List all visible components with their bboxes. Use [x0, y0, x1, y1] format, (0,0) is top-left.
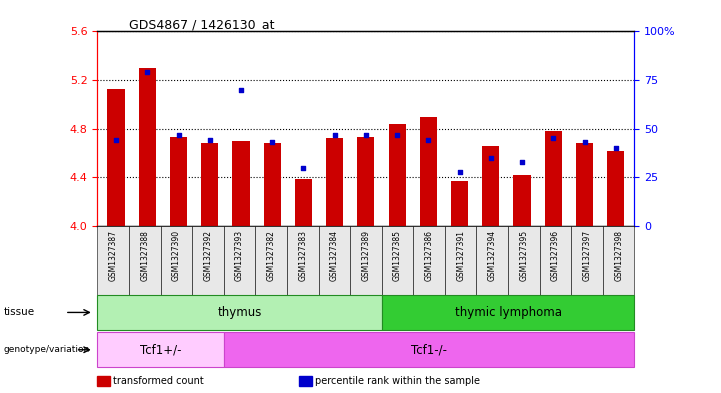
- Point: [547, 135, 559, 141]
- Text: GSM1327382: GSM1327382: [267, 230, 275, 281]
- Text: GSM1327397: GSM1327397: [583, 230, 592, 281]
- Text: GSM1327386: GSM1327386: [425, 230, 433, 281]
- Text: Tcf1-/-: Tcf1-/-: [411, 343, 447, 356]
- Bar: [389, 124, 406, 226]
- Bar: [451, 181, 468, 226]
- Point: [516, 159, 528, 165]
- Text: GSM1327393: GSM1327393: [235, 230, 244, 281]
- Point: [485, 155, 497, 161]
- Text: GSM1327390: GSM1327390: [172, 230, 181, 281]
- Point: [423, 137, 434, 143]
- Text: GSM1327387: GSM1327387: [109, 230, 118, 281]
- Point: [173, 131, 185, 138]
- Text: GSM1327394: GSM1327394: [488, 230, 497, 281]
- Bar: [482, 146, 500, 226]
- Bar: [264, 143, 280, 226]
- Text: GSM1327392: GSM1327392: [203, 230, 213, 281]
- Text: percentile rank within the sample: percentile rank within the sample: [315, 376, 480, 386]
- Point: [204, 137, 216, 143]
- Bar: [295, 178, 312, 226]
- Bar: [576, 143, 593, 226]
- Text: genotype/variation: genotype/variation: [4, 345, 90, 354]
- Point: [579, 139, 590, 145]
- Bar: [201, 143, 218, 226]
- Bar: [358, 137, 374, 226]
- Bar: [138, 68, 156, 226]
- Text: thymic lymphoma: thymic lymphoma: [455, 306, 562, 319]
- Bar: [607, 151, 624, 226]
- Point: [298, 164, 309, 171]
- Point: [610, 145, 622, 151]
- Point: [329, 131, 340, 138]
- Bar: [420, 117, 437, 226]
- Point: [141, 69, 153, 75]
- Text: GSM1327389: GSM1327389: [361, 230, 371, 281]
- Point: [360, 131, 371, 138]
- Bar: [544, 131, 562, 226]
- Point: [235, 87, 247, 93]
- Text: tissue: tissue: [4, 307, 35, 318]
- Text: GSM1327388: GSM1327388: [140, 230, 149, 281]
- Point: [267, 139, 278, 145]
- Bar: [170, 137, 187, 226]
- Bar: [107, 88, 125, 226]
- Bar: [513, 175, 531, 226]
- Bar: [326, 138, 343, 226]
- Text: Tcf1+/-: Tcf1+/-: [140, 343, 181, 356]
- Text: GSM1327384: GSM1327384: [329, 230, 339, 281]
- Text: thymus: thymus: [217, 306, 262, 319]
- Text: GSM1327396: GSM1327396: [551, 230, 560, 281]
- Point: [110, 137, 122, 143]
- Bar: [232, 141, 249, 226]
- Text: GSM1327383: GSM1327383: [298, 230, 307, 281]
- Text: GSM1327391: GSM1327391: [456, 230, 465, 281]
- Text: GSM1327395: GSM1327395: [519, 230, 528, 281]
- Text: GDS4867 / 1426130_at: GDS4867 / 1426130_at: [129, 18, 275, 31]
- Text: GSM1327398: GSM1327398: [614, 230, 623, 281]
- Point: [392, 131, 403, 138]
- Text: GSM1327385: GSM1327385: [393, 230, 402, 281]
- Text: transformed count: transformed count: [113, 376, 204, 386]
- Point: [454, 168, 465, 174]
